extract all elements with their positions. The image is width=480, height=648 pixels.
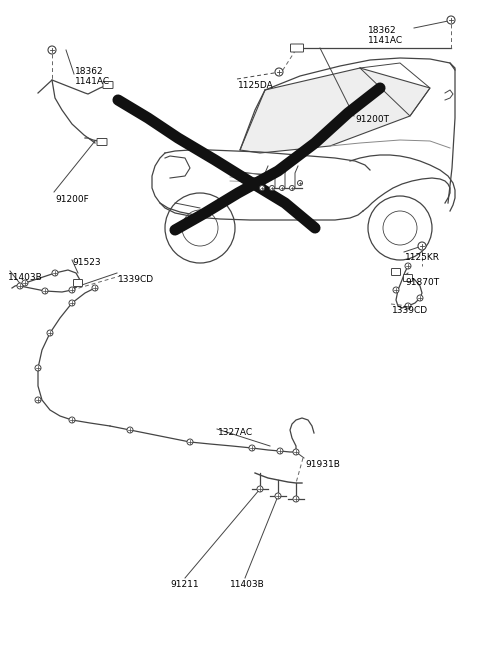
Circle shape [393,287,399,293]
Circle shape [35,365,41,371]
Text: 11403B: 11403B [8,273,43,282]
Circle shape [417,295,423,301]
Circle shape [52,270,58,276]
Text: 91870T: 91870T [405,278,439,287]
Text: 11403B: 11403B [230,580,265,589]
Circle shape [17,283,23,289]
Text: 91523: 91523 [72,258,101,267]
Circle shape [35,397,41,403]
Text: 91931B: 91931B [305,460,340,469]
FancyBboxPatch shape [97,139,107,146]
Circle shape [47,330,53,336]
Circle shape [405,303,411,309]
Circle shape [293,496,299,502]
Text: 18362
1141AC: 18362 1141AC [368,26,403,45]
Circle shape [447,16,455,24]
Circle shape [127,427,133,433]
Circle shape [269,185,275,191]
FancyBboxPatch shape [73,279,83,286]
Circle shape [260,185,264,191]
Text: 18362
1141AC: 18362 1141AC [75,67,110,86]
Circle shape [418,242,426,250]
Circle shape [42,288,48,294]
Circle shape [293,449,299,455]
Circle shape [22,280,28,286]
FancyBboxPatch shape [103,82,113,89]
Circle shape [279,185,285,191]
Circle shape [275,68,283,76]
Circle shape [69,300,75,306]
Circle shape [289,185,295,191]
FancyBboxPatch shape [392,268,400,275]
Text: 1125DA: 1125DA [238,81,274,90]
Circle shape [69,417,75,423]
Circle shape [257,486,263,492]
Circle shape [92,285,98,291]
Circle shape [275,493,281,499]
Text: 91211: 91211 [170,580,199,589]
FancyBboxPatch shape [404,275,412,281]
Text: 1125KR: 1125KR [405,253,440,262]
Circle shape [249,445,255,451]
Circle shape [298,181,302,185]
Text: 1327AC: 1327AC [218,428,253,437]
Circle shape [48,46,56,54]
Polygon shape [240,68,430,153]
Text: 1339CD: 1339CD [392,306,428,315]
Circle shape [405,263,411,269]
Text: 91200F: 91200F [55,195,89,204]
Circle shape [69,287,75,293]
FancyBboxPatch shape [290,44,303,52]
Circle shape [187,439,193,445]
Circle shape [277,448,283,454]
Text: 1339CD: 1339CD [118,275,154,284]
Text: 91200T: 91200T [355,115,389,124]
